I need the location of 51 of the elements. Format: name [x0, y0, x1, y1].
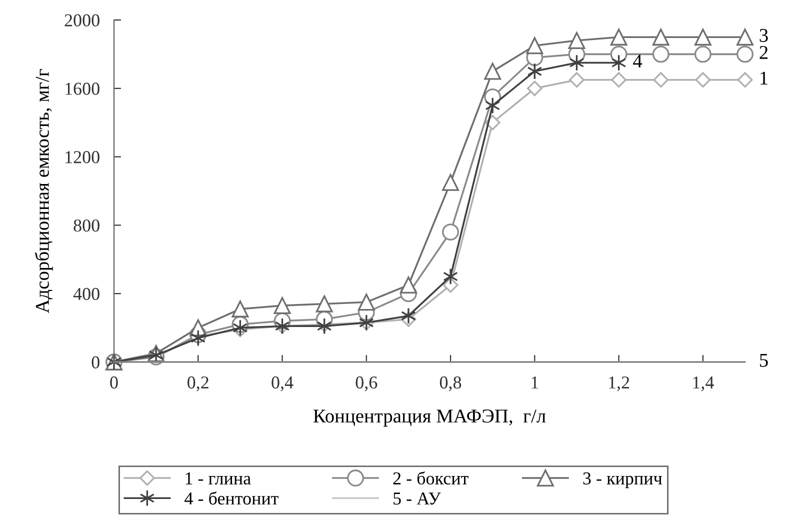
annotation: 4 [633, 54, 642, 68]
text: 3 [760, 28, 768, 42]
x-tick-label: 1,4 [693, 376, 714, 392]
legend-label: 2 - боксит [393, 471, 468, 485]
legend-label: 3 - кирпич [583, 472, 662, 488]
x-tick-label: 1,2 [609, 376, 630, 392]
point [652, 46, 670, 63]
x-tick-label: 0,2 [188, 376, 208, 392]
text: 5 [760, 354, 768, 367]
y-axis-title: Адсорбционная емкость, мг/г [34, 69, 53, 314]
point [568, 32, 586, 49]
point [358, 294, 375, 311]
point [694, 46, 712, 63]
point [526, 80, 542, 96]
y-tick-label: 0 [92, 356, 100, 368]
point [443, 268, 458, 285]
y-tick-label: 2000 [64, 14, 100, 26]
point [526, 37, 544, 54]
point [442, 174, 460, 191]
y-tick-label: 400 [73, 288, 100, 300]
legend-label: 5 - АУ [394, 492, 441, 505]
x-tick-label: 0 [110, 376, 118, 389]
legend-label: 4 - бентонит [184, 492, 279, 505]
point [484, 62, 502, 80]
point [737, 72, 753, 88]
x-tick-label: 1 [532, 376, 538, 388]
point [695, 72, 711, 88]
y-tick-label: 1600 [66, 82, 100, 95]
x-tick-label: 0,6 [356, 376, 378, 392]
point [736, 28, 754, 46]
point [442, 224, 460, 241]
legend-label: 1 - глина [186, 472, 251, 485]
y-tick-label: 800 [74, 219, 100, 232]
point [610, 28, 628, 46]
text: 2 [760, 46, 768, 59]
point [400, 276, 417, 294]
x-tick-label: 0,4 [272, 376, 294, 392]
point [232, 300, 249, 318]
point [401, 307, 416, 324]
point [611, 72, 627, 88]
x-tick-label: 0,8 [440, 376, 462, 392]
point [316, 295, 333, 312]
text: 1 [760, 72, 768, 85]
point [652, 28, 670, 46]
point [274, 297, 291, 314]
x-axis-title: Концентрация МАФЭП, г/л [313, 410, 546, 427]
point [736, 46, 754, 63]
point [653, 72, 669, 88]
point [569, 72, 584, 88]
y-tick-label: 1200 [66, 151, 100, 164]
point [694, 28, 712, 46]
